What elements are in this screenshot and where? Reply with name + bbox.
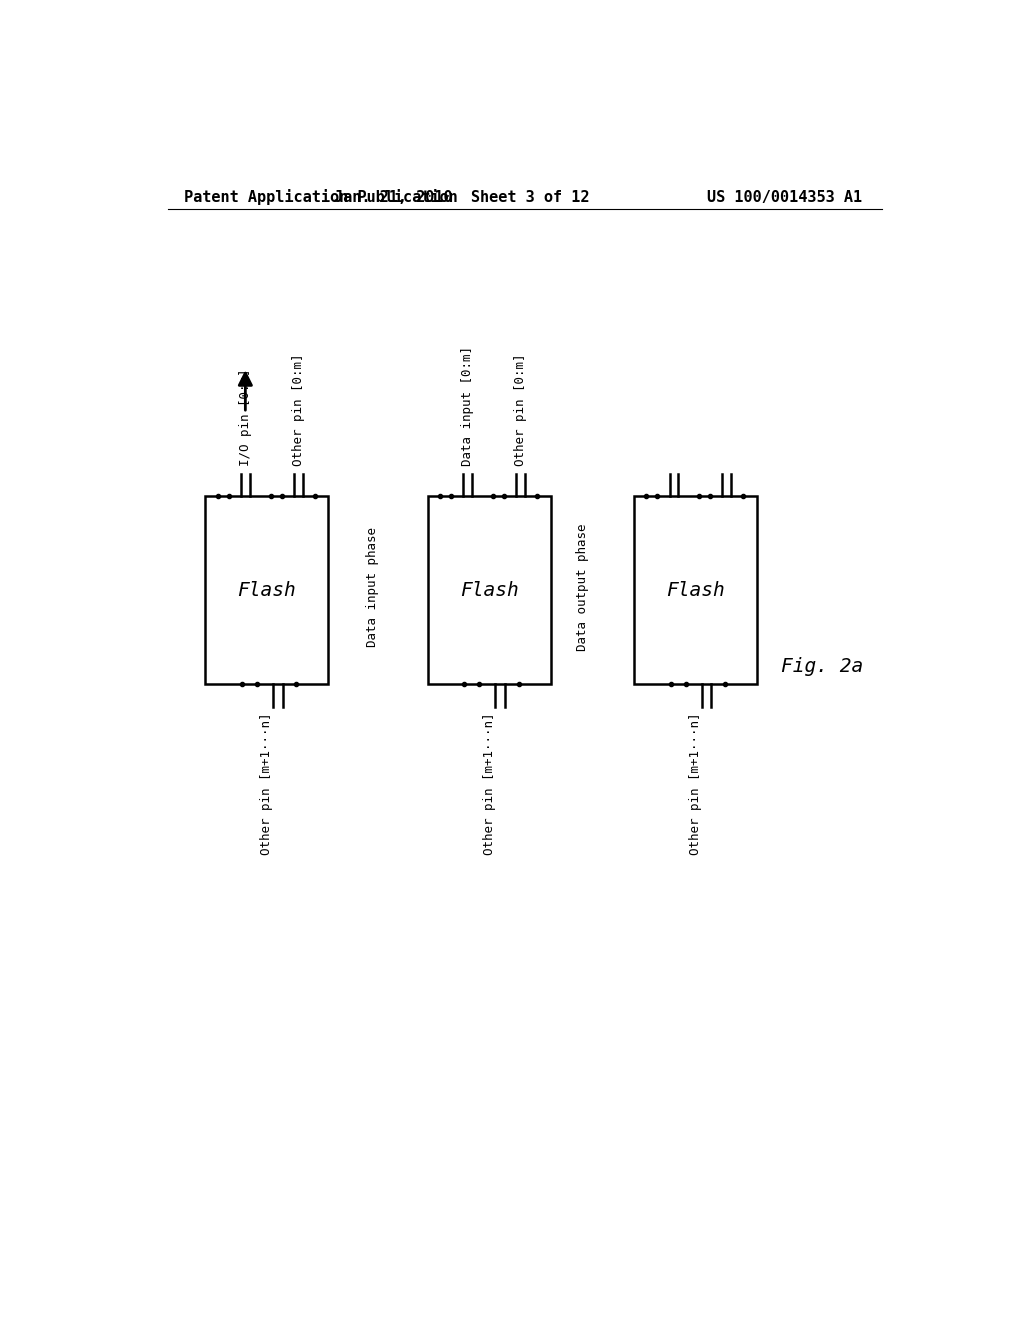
Text: Other pin [m+1···n]: Other pin [m+1···n] <box>482 713 496 855</box>
Text: Jan. 21, 2010  Sheet 3 of 12: Jan. 21, 2010 Sheet 3 of 12 <box>334 190 589 205</box>
Bar <box>428 496 551 684</box>
Text: Fig. 2a: Fig. 2a <box>781 657 863 676</box>
Text: Flash: Flash <box>666 581 725 599</box>
Text: Data input phase: Data input phase <box>366 527 379 647</box>
Text: Flash: Flash <box>238 581 296 599</box>
Bar <box>634 496 757 684</box>
Text: I/O pin [0:m]: I/O pin [0:m] <box>239 368 252 466</box>
Text: Patent Application Publication: Patent Application Publication <box>183 189 458 205</box>
Bar <box>206 496 329 684</box>
Text: Other pin [0:m]: Other pin [0:m] <box>514 354 527 466</box>
Text: Data output phase: Data output phase <box>577 524 589 651</box>
Text: US 100/0014353 A1: US 100/0014353 A1 <box>708 190 862 205</box>
Text: Other pin [m+1···n]: Other pin [m+1···n] <box>689 713 701 855</box>
Text: Other pin [m+1···n]: Other pin [m+1···n] <box>260 713 273 855</box>
Text: Flash: Flash <box>460 581 518 599</box>
Text: Data input [0:m]: Data input [0:m] <box>461 346 474 466</box>
Text: Other pin [0:m]: Other pin [0:m] <box>292 354 305 466</box>
